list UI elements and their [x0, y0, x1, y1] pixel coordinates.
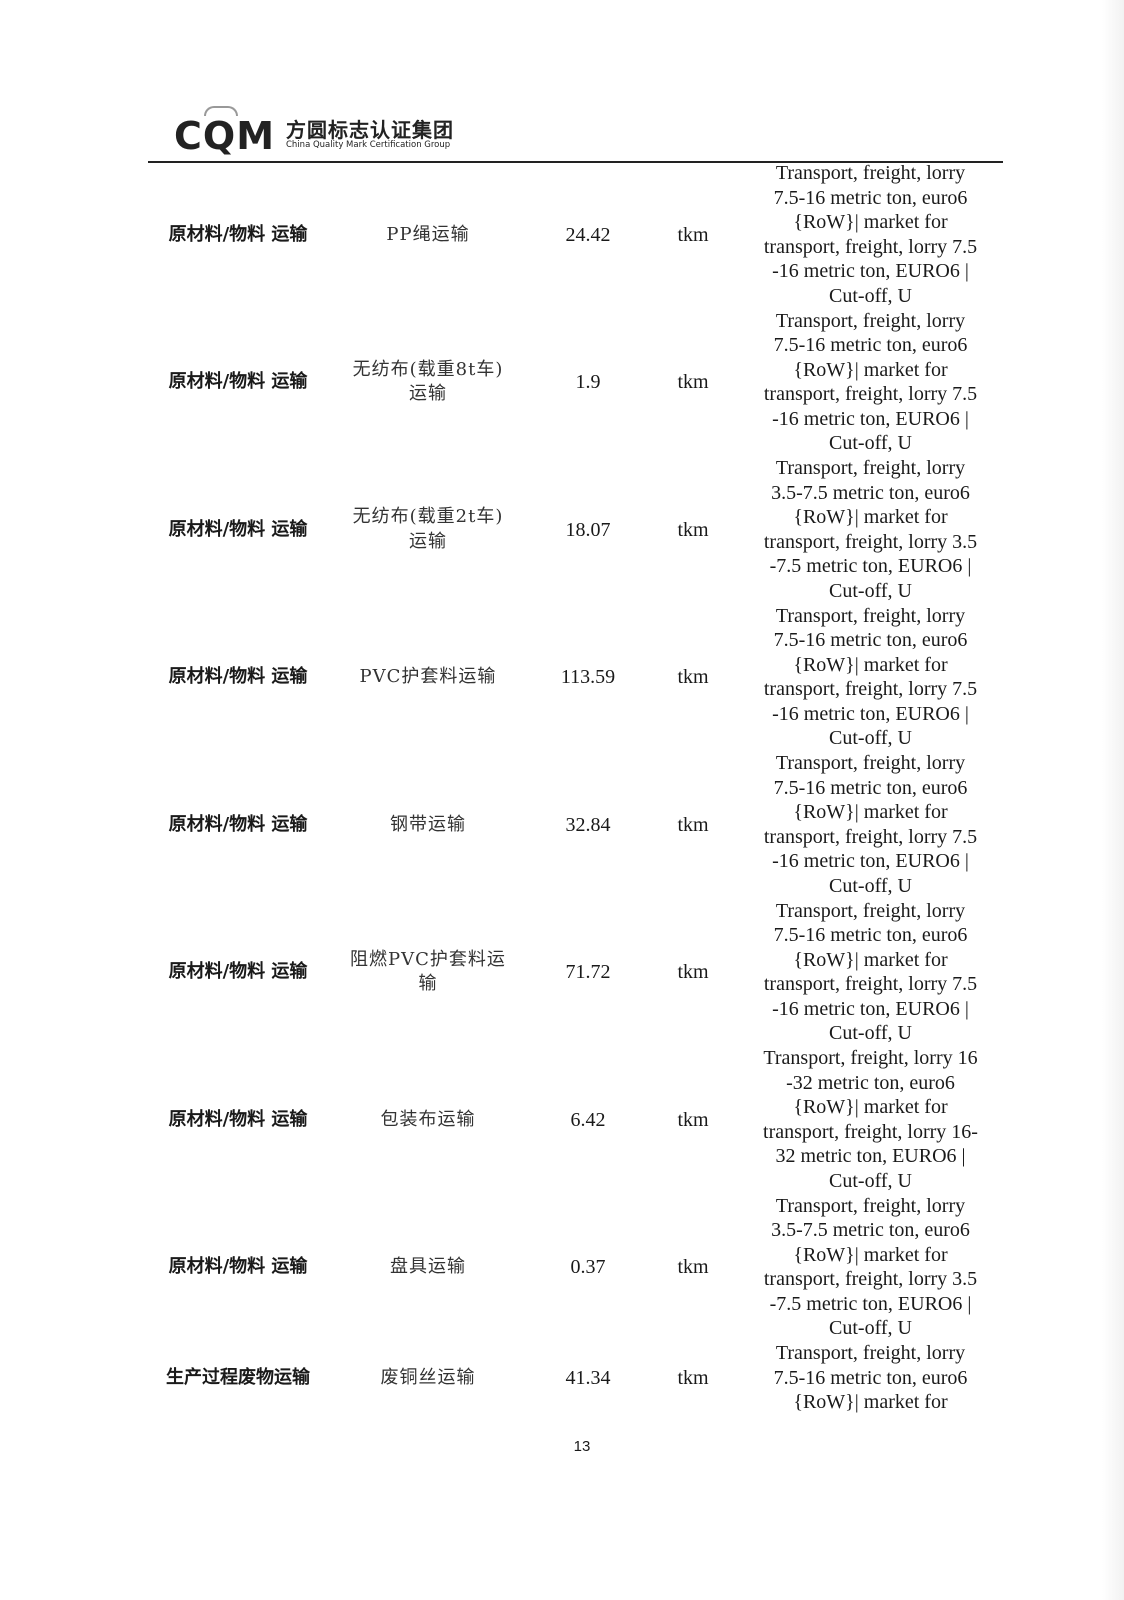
item-cell: 钢带运输: [390, 813, 466, 835]
unit-cell: tkm: [677, 666, 709, 688]
item-cell: 阻燃PVC护套料运输: [350, 948, 506, 995]
process-cell: Transport, freight, lorry 7.5-16 metric …: [763, 162, 978, 307]
category-cell: 原材料/物料 运输: [168, 813, 308, 835]
amount-cell: 113.59: [560, 666, 616, 688]
table-row: 原材料/物料 运输 PP绳运输 24.42 tkm Transport, freight…: [148, 161, 1003, 309]
process-cell: Transport, freight, lorry 16 -32 metric …: [763, 1047, 978, 1192]
amount-cell: 24.42: [565, 223, 611, 246]
item-cell: 废铜丝运输: [380, 1366, 476, 1388]
amount-cell: 1.9: [575, 371, 601, 393]
transport-table: 原材料/物料 运输 PP绳运输 24.42 tkm Transport, freight…: [148, 161, 1003, 1415]
logo-english-name: China Quality Mark Certification Group: [286, 140, 451, 150]
table-row: 生产过程废物运输 废铜丝运输 41.34 tkm Transport, freight,…: [148, 1341, 1003, 1415]
table-row: 原材料/物料 运输 无纺布(载重8t车)运输 1.9 tkm Transport, fr…: [148, 309, 1003, 457]
page-number: 13: [573, 1438, 591, 1455]
process-cell: Transport, freight, lorry 7.5-16 metric …: [763, 309, 978, 455]
header-divider: [148, 161, 1003, 163]
amount-cell: 41.34: [565, 1366, 611, 1389]
category-cell: 原材料/物料 运输: [168, 223, 308, 245]
page-edge: [1102, 0, 1124, 1600]
unit-cell: tkm: [677, 961, 709, 983]
category-cell: 原材料/物料 运输: [168, 518, 308, 540]
process-cell: Transport, freight, lorry 7.5-16 metric …: [763, 752, 978, 897]
category-cell: 原材料/物料 运输: [168, 666, 308, 687]
crown-icon: [204, 106, 238, 116]
table-row: 原材料/物料 运输 阻燃PVC护套料运输 71.72 tkm Transport, fr…: [148, 899, 1003, 1047]
process-cell: Transport, freight, lorry 3.5-7.5 metric…: [763, 1194, 978, 1340]
process-cell: Transport, freight, lorry 7.5-16 metric …: [773, 1342, 968, 1414]
category-cell: 原材料/物料 运输: [168, 961, 308, 982]
item-cell: 无纺布(载重8t车)运输: [352, 358, 504, 405]
amount-cell: 0.37: [570, 1256, 606, 1278]
category-cell: 生产过程废物运输: [166, 1366, 310, 1388]
item-cell: 包装布运输: [380, 1108, 476, 1130]
process-cell: Transport, freight, lorry 7.5-16 metric …: [763, 604, 978, 750]
header-logo: CQM 方圆标志认证集团 China Quality Mark Certific…: [148, 100, 1003, 162]
unit-cell: tkm: [677, 1366, 709, 1389]
logo-mark: CQM: [174, 114, 276, 158]
unit-cell: tkm: [677, 223, 709, 246]
table-row: 原材料/物料 运输 PVC护套料运输 113.59 tkm Transport, fre…: [148, 604, 1003, 752]
table-row: 原材料/物料 运输 无纺布(载重2t车)运输 18.07 tkm Transport, …: [148, 456, 1003, 604]
amount-cell: 18.07: [565, 518, 611, 541]
amount-cell: 71.72: [565, 961, 611, 983]
process-cell: Transport, freight, lorry 3.5-7.5 metric…: [763, 457, 978, 602]
unit-cell: tkm: [677, 518, 709, 541]
unit-cell: tkm: [677, 1256, 709, 1278]
item-cell: 无纺布(载重2t车)运输: [352, 506, 504, 552]
table-row: 原材料/物料 运输 盘具运输 0.37 tkm Transport, freight, …: [148, 1194, 1003, 1342]
process-cell: Transport, freight, lorry 7.5-16 metric …: [763, 899, 978, 1045]
table-row: 原材料/物料 运输 钢带运输 32.84 tkm Transport, freight,…: [148, 751, 1003, 899]
table-row: 原材料/物料 运输 包装布运输 6.42 tkm Transport, freight,…: [148, 1046, 1003, 1194]
unit-cell: tkm: [677, 1108, 709, 1131]
category-cell: 原材料/物料 运输: [168, 1256, 308, 1277]
category-cell: 原材料/物料 运输: [168, 371, 308, 392]
amount-cell: 32.84: [565, 813, 611, 836]
category-cell: 原材料/物料 运输: [168, 1108, 308, 1130]
logo-chinese-name: 方圆标志认证集团: [286, 118, 454, 142]
item-cell: PP绳运输: [386, 223, 470, 245]
amount-cell: 6.42: [570, 1108, 606, 1131]
unit-cell: tkm: [677, 813, 709, 836]
unit-cell: tkm: [677, 371, 709, 393]
item-cell: 盘具运输: [390, 1256, 466, 1277]
item-cell: PVC护套料运输: [359, 666, 497, 687]
